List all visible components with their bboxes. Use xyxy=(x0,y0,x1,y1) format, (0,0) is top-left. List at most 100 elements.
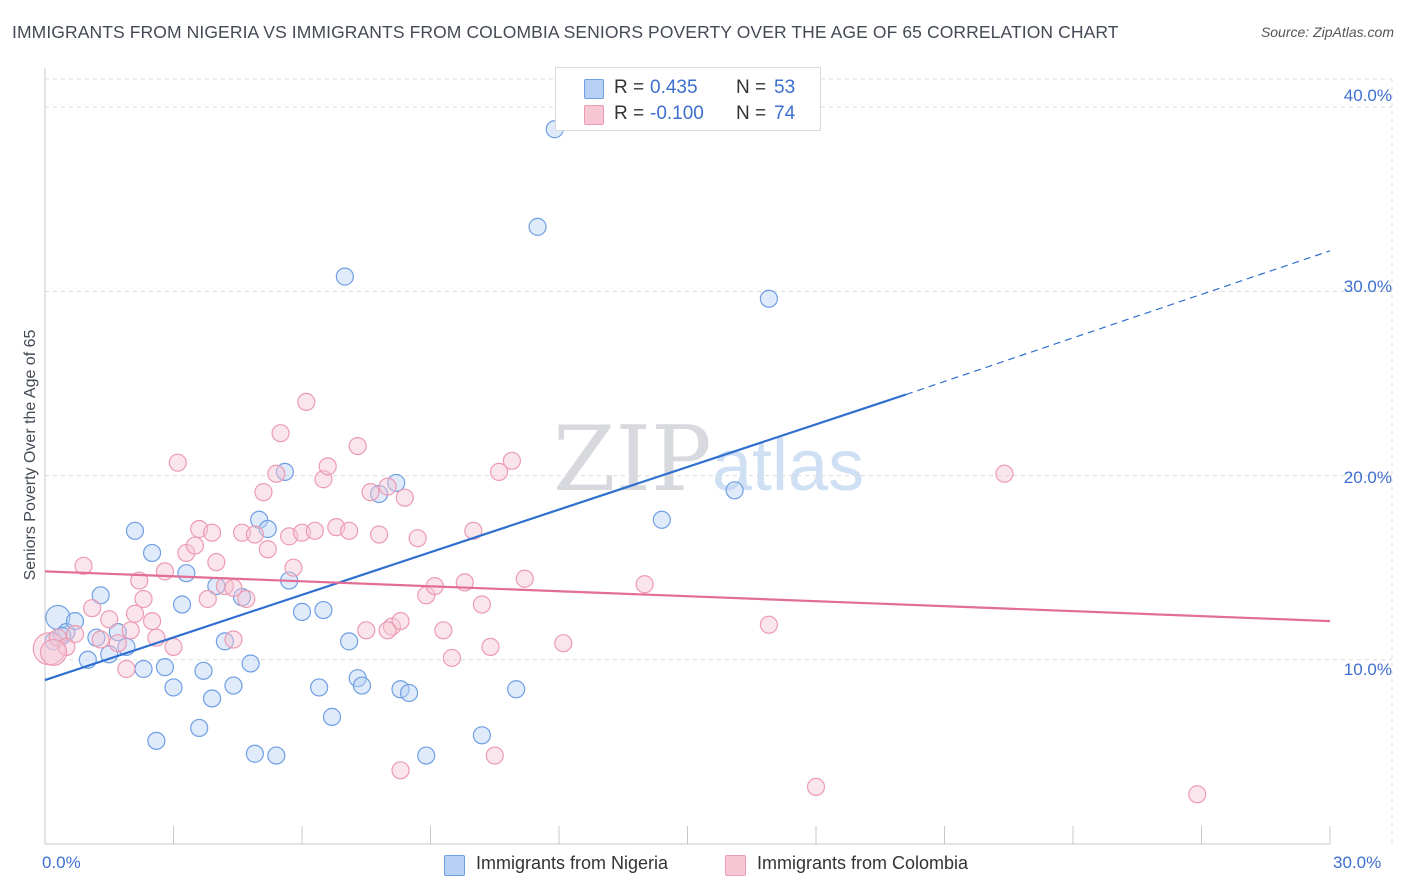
point-colombia xyxy=(995,464,1014,483)
point-colombia xyxy=(74,556,93,575)
point-colombia xyxy=(83,599,102,618)
point-nigeria xyxy=(134,659,153,679)
point-nigeria xyxy=(155,658,175,677)
n-label: N = xyxy=(736,103,767,124)
n-value: 53 xyxy=(774,77,796,98)
axes xyxy=(44,68,1331,845)
chart-title: IMMIGRANTS FROM NIGERIA VS IMMIGRANTS FR… xyxy=(12,22,1119,42)
r-label: R = xyxy=(614,77,645,98)
point-colombia xyxy=(258,540,277,559)
point-colombia xyxy=(284,558,303,577)
correlation-stats-box: R = 0.435 N = 53 R = -0.100 N = 74 xyxy=(555,67,821,131)
colombia-swatch xyxy=(584,105,604,125)
n-value: 74 xyxy=(774,103,796,124)
point-nigeria xyxy=(314,600,333,620)
legend-label-nigeria: Immigrants from Nigeria xyxy=(476,853,669,873)
point-colombia xyxy=(361,483,380,502)
point-colombia xyxy=(297,392,316,411)
point-colombia xyxy=(391,761,410,780)
point-colombia xyxy=(245,525,264,544)
point-colombia xyxy=(224,630,243,649)
point-colombia xyxy=(554,634,573,653)
point-colombia xyxy=(125,604,145,623)
point-colombia xyxy=(434,621,453,640)
trend-lines xyxy=(44,250,1331,682)
point-colombia xyxy=(185,536,205,555)
point-colombia xyxy=(318,457,337,476)
point-colombia xyxy=(472,595,491,614)
point-colombia xyxy=(65,624,85,644)
point-nigeria xyxy=(322,707,342,726)
point-colombia xyxy=(134,589,153,609)
watermark-zip: ZIP xyxy=(553,407,712,512)
source-credit: Source: ZipAtlas.com xyxy=(1260,24,1394,40)
point-nigeria xyxy=(417,746,436,765)
point-nigeria xyxy=(147,731,166,750)
point-colombia xyxy=(485,746,504,765)
point-nigeria xyxy=(472,726,491,745)
point-nigeria xyxy=(194,661,213,680)
y-tick-30: 30.0% xyxy=(1343,277,1392,296)
point-nigeria xyxy=(190,718,209,738)
watermark: ZIP atlas xyxy=(553,407,864,512)
trend-line-colombia xyxy=(44,570,1331,623)
nigeria-swatch xyxy=(584,79,604,99)
chart-legend: Immigrants from Nigeria Immigrants from … xyxy=(0,853,1406,877)
point-colombia xyxy=(305,521,324,540)
point-nigeria xyxy=(164,678,183,697)
point-colombia xyxy=(267,464,286,483)
point-nigeria xyxy=(142,543,162,563)
stats-row-colombia: R = -0.100 N = 74 xyxy=(556,101,820,127)
point-colombia xyxy=(442,648,462,668)
point-nigeria xyxy=(399,683,419,703)
point-nigeria xyxy=(125,521,145,540)
point-nigeria xyxy=(340,632,359,651)
legend-label-colombia: Immigrants from Colombia xyxy=(757,853,969,873)
point-nigeria xyxy=(335,267,354,286)
point-nigeria xyxy=(759,289,778,308)
point-colombia xyxy=(198,589,217,609)
point-colombia xyxy=(91,630,110,649)
point-colombia xyxy=(168,453,187,472)
point-colombia xyxy=(121,621,140,640)
legend-swatch-colombia xyxy=(725,855,746,876)
point-colombia xyxy=(39,638,68,667)
point-nigeria xyxy=(725,481,744,500)
point-colombia xyxy=(271,424,290,443)
point-colombia xyxy=(1188,785,1207,804)
point-nigeria xyxy=(241,654,260,673)
point-colombia xyxy=(391,611,410,631)
point-nigeria xyxy=(528,217,547,236)
point-nigeria xyxy=(652,510,671,529)
r-label: R = xyxy=(614,103,645,124)
point-colombia xyxy=(502,451,521,470)
point-colombia xyxy=(130,571,149,590)
point-colombia xyxy=(224,578,243,598)
point-colombia xyxy=(202,523,222,542)
point-nigeria xyxy=(177,564,196,583)
point-colombia xyxy=(370,525,389,544)
point-nigeria xyxy=(267,746,286,765)
point-colombia xyxy=(348,436,367,456)
point-nigeria xyxy=(202,689,222,708)
point-colombia xyxy=(635,575,654,594)
point-colombia xyxy=(237,589,256,609)
r-value: 0.435 xyxy=(650,77,698,98)
point-colombia xyxy=(100,610,119,629)
point-colombia xyxy=(806,777,826,796)
y-tick-10: 10.0% xyxy=(1343,660,1392,679)
point-colombia xyxy=(395,488,414,507)
point-colombia xyxy=(357,621,376,640)
point-nigeria xyxy=(245,744,264,763)
y-axis-title: Seniors Poverty Over the Age of 65 xyxy=(22,329,39,581)
trend-line-nigeria xyxy=(44,393,907,682)
point-colombia xyxy=(378,477,397,496)
point-nigeria xyxy=(91,586,110,605)
point-nigeria xyxy=(310,678,329,697)
data-points xyxy=(32,120,1207,804)
point-nigeria xyxy=(507,680,526,699)
point-nigeria xyxy=(292,602,312,621)
point-colombia xyxy=(142,611,162,631)
x-tick-max: 30.0% xyxy=(1333,853,1382,872)
